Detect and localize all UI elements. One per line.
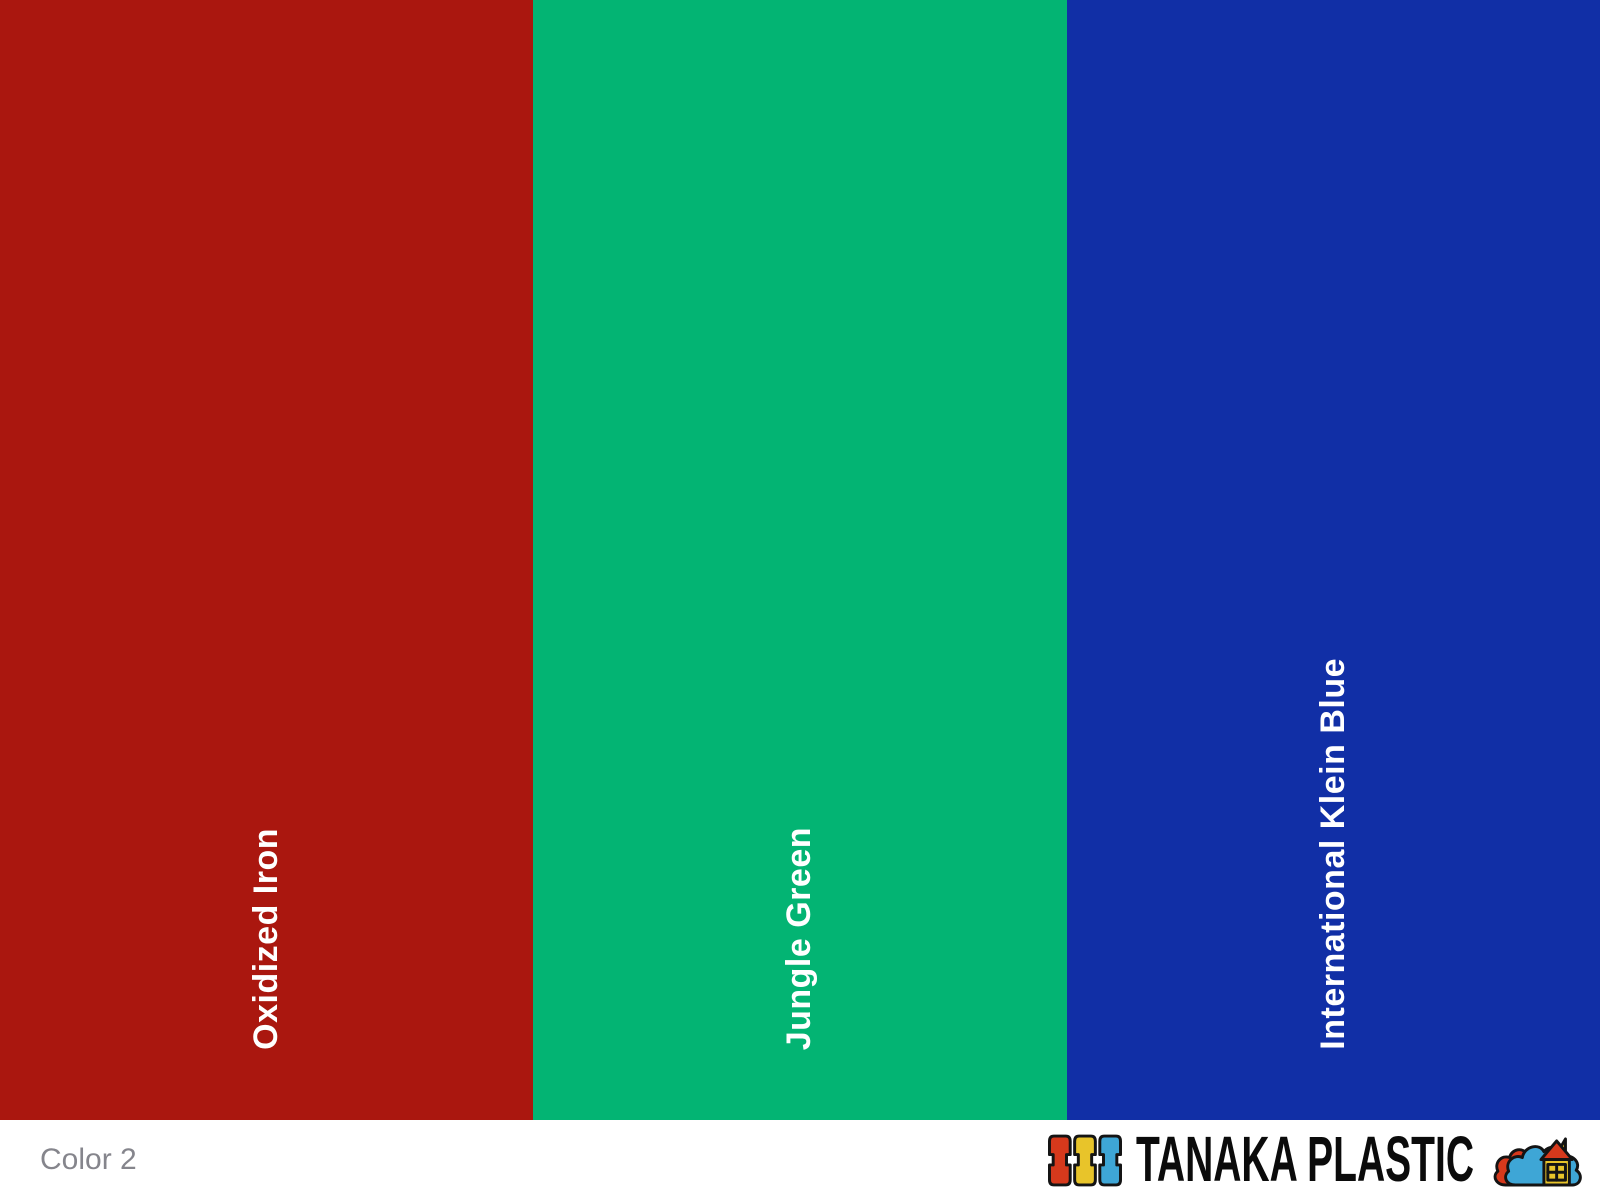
brick-yellow (1073, 1134, 1097, 1186)
clouds-house-icon (1493, 1136, 1582, 1186)
palette-caption: Color 2 (40, 1143, 137, 1176)
swatch-label-jungle-green: Jungle Green (780, 826, 819, 1050)
swatch-oxidized-iron: Oxidized Iron (0, 0, 534, 1120)
brick-blue (1098, 1134, 1122, 1186)
house-window-grid (1546, 1162, 1567, 1182)
swatch-jungle-green: Jungle Green (533, 0, 1067, 1120)
brand-logo: TANAKA PLASTIC (1048, 1131, 1588, 1189)
footer: Color 2 TANAKA PLASTIC (0, 1120, 1600, 1200)
brick-red (1048, 1134, 1072, 1186)
svg-text:TANAKA PLASTIC: TANAKA PLASTIC (1136, 1131, 1474, 1189)
swatch-international-klein-blue: International Klein Blue (1066, 0, 1600, 1120)
swatch-row: Oxidized Iron Jungle Green International… (0, 0, 1600, 1120)
brand-name: TANAKA PLASTIC (1136, 1131, 1474, 1189)
bricks-icon (1048, 1134, 1122, 1186)
swatch-label-oxidized-iron: Oxidized Iron (247, 828, 286, 1050)
swatch-label-international-klein-blue: International Klein Blue (1313, 658, 1352, 1050)
house-roof (1539, 1138, 1574, 1161)
